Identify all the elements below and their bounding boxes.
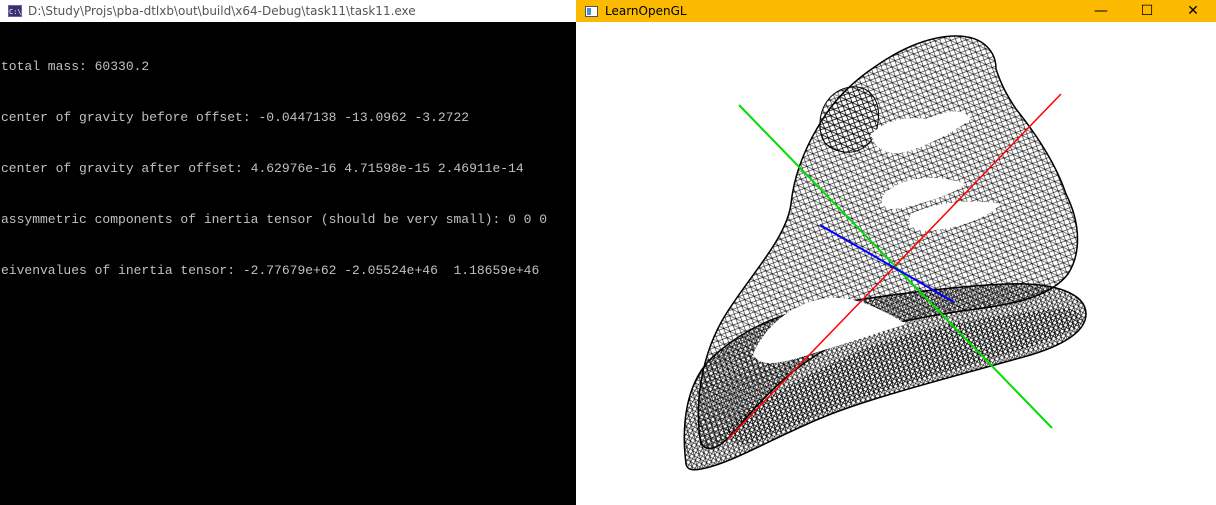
console-app-icon: C:\ — [8, 5, 22, 17]
console-line: center of gravity after offset: 4.62976e… — [1, 161, 524, 176]
opengl-window[interactable]: LearnOpenGL — ☐ ✕ — [576, 0, 1216, 505]
x-axis-line — [727, 93, 1062, 440]
opengl-titlebar[interactable]: LearnOpenGL — ☐ ✕ — [576, 0, 1216, 22]
console-titlebar[interactable]: C:\ D:\Study\Projs\pba-dtlxb\out\build\x… — [0, 0, 576, 22]
console-output[interactable]: total mass: 60330.2 center of gravity be… — [0, 24, 576, 505]
console-window[interactable]: C:\ D:\Study\Projs\pba-dtlxb\out\build\x… — [0, 0, 576, 505]
wireframe-mesh — [683, 35, 1087, 471]
close-button[interactable]: ✕ — [1187, 3, 1199, 19]
console-line: total mass: 60330.2 — [1, 59, 150, 74]
console-title: D:\Study\Projs\pba-dtlxb\out\build\x64-D… — [28, 4, 416, 18]
console-line: assymmetric components of inertia tensor… — [1, 212, 548, 227]
window-app-icon — [585, 5, 598, 17]
opengl-title: LearnOpenGL — [605, 4, 687, 18]
z-axis-line — [819, 224, 955, 303]
console-line: center of gravity before offset: -0.0447… — [1, 110, 470, 125]
gl-viewport[interactable] — [576, 24, 1216, 505]
console-line: eivenvalues of inertia tensor: -2.77679e… — [1, 263, 540, 278]
minimize-button[interactable]: — — [1094, 3, 1108, 19]
maximize-button[interactable]: ☐ — [1140, 3, 1154, 19]
